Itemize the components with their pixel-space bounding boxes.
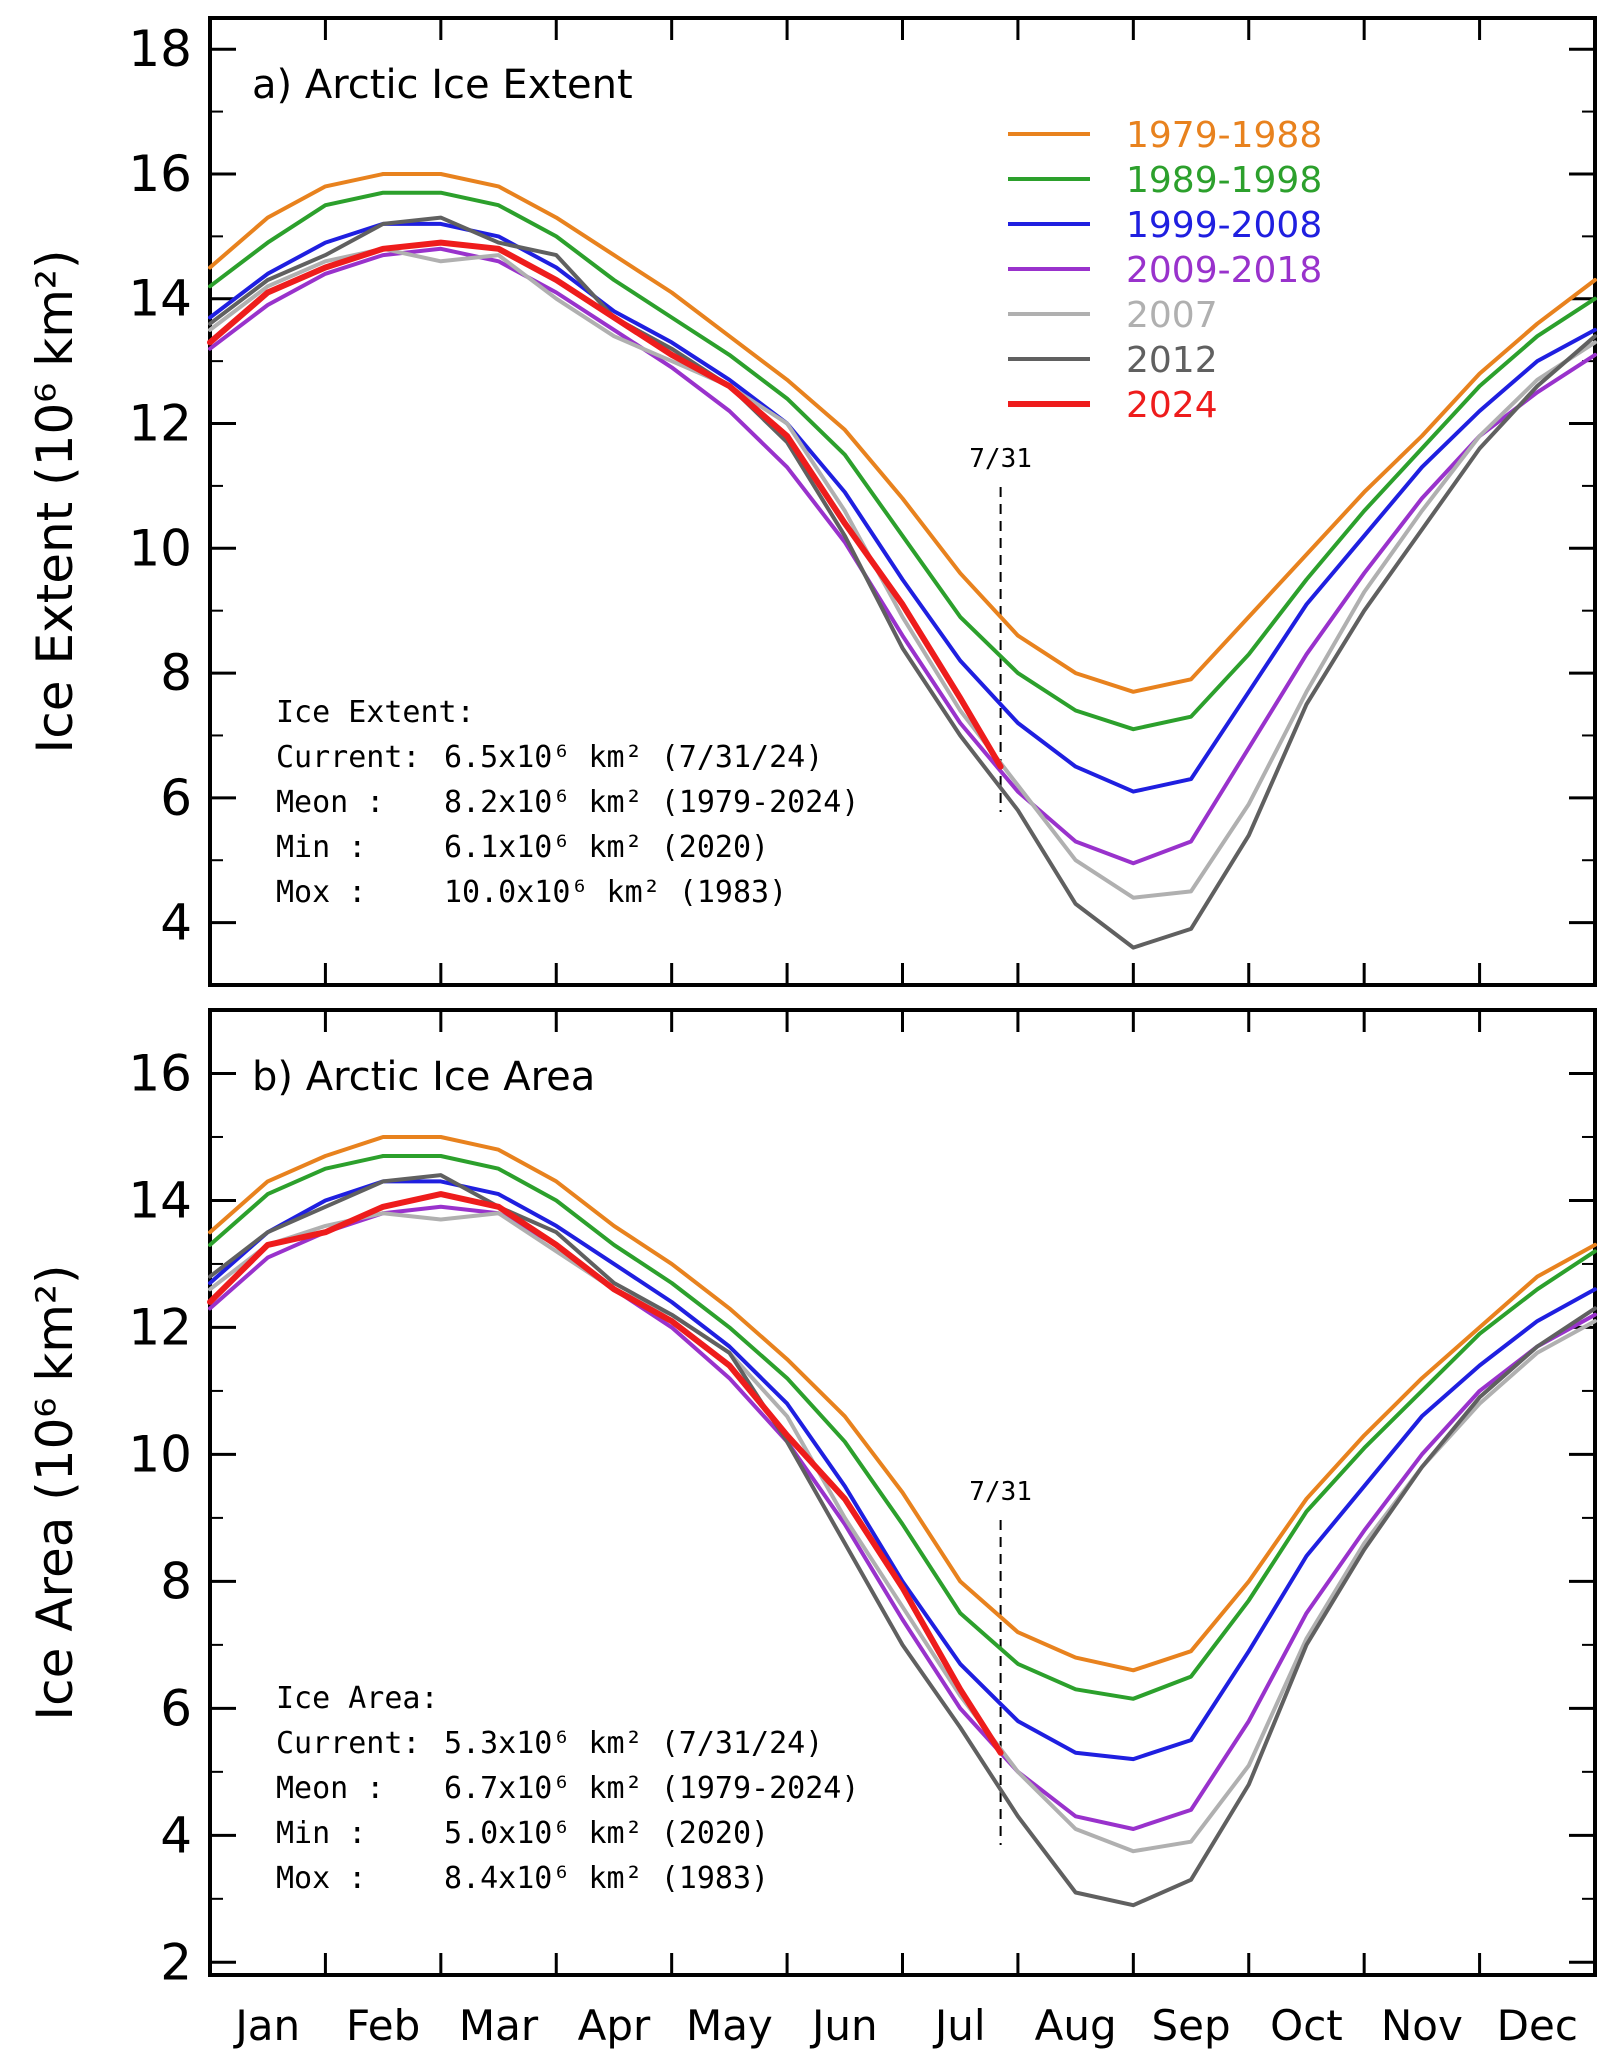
y-tick-label: 12 xyxy=(128,395,192,453)
y-tick-label: 6 xyxy=(160,769,192,827)
series-line-2007 xyxy=(208,246,1597,900)
series-line-2024 xyxy=(207,1191,1004,1756)
series-line-1979-1988 xyxy=(208,172,1597,694)
x-tick-label: Feb xyxy=(346,2001,420,2050)
x-tick-label: Apr xyxy=(578,2001,651,2050)
x-tick-label: Jun xyxy=(809,2001,878,2050)
stats-value: 8.2x10⁶ km² (1979-2024) xyxy=(444,785,859,820)
stats-value: 5.0x10⁶ km² (2020) xyxy=(444,1816,769,1851)
stats-value: 8.4x10⁶ km² (1983) xyxy=(444,1861,769,1896)
y-tick-label: 6 xyxy=(160,1679,192,1737)
legend-label-2024: 2024 xyxy=(1126,385,1218,426)
x-tick-label: Aug xyxy=(1035,2001,1117,2050)
y-tick-label: 8 xyxy=(160,644,192,702)
series-line-2024 xyxy=(207,239,1004,770)
stats-label: Meon : xyxy=(276,1771,384,1806)
legend-label-1979-1988: 1979-1988 xyxy=(1126,115,1322,156)
x-tick-label: Dec xyxy=(1497,2001,1578,2050)
stats-label: Current: xyxy=(276,740,421,775)
series-line-2007 xyxy=(208,1211,1597,1854)
y-tick-label: 4 xyxy=(160,894,192,952)
y-axis-label: Ice Extent (10⁶ km²) xyxy=(26,250,84,754)
series-line-2012 xyxy=(208,215,1597,950)
y-tick-label: 12 xyxy=(128,1298,192,1356)
stats-value: 6.7x10⁶ km² (1979-2024) xyxy=(444,1771,859,1806)
x-tick-label: Jan xyxy=(232,2001,300,2050)
legend-label-1999-2008: 1999-2008 xyxy=(1126,205,1322,246)
legend-label-2012: 2012 xyxy=(1126,340,1218,381)
y-axis-label: Ice Area (10⁶ km²) xyxy=(26,1264,84,1720)
stats-label: Min : xyxy=(276,1816,366,1851)
series-line-2009-2018 xyxy=(208,1204,1597,1831)
y-tick-label: 16 xyxy=(128,145,192,203)
stats-label: Current: xyxy=(276,1726,421,1761)
x-tick-label: May xyxy=(686,2001,773,2050)
stats-value: 5.3x10⁶ km² (7/31/24) xyxy=(444,1726,823,1761)
series-line-2009-2018 xyxy=(208,246,1597,866)
legend: 1979-19881989-19981999-20082009-20182007… xyxy=(1008,115,1322,426)
stats-label: Mox : xyxy=(276,875,366,910)
stats-label: Mox : xyxy=(276,1861,366,1896)
y-tick-label: 4 xyxy=(160,1806,192,1864)
stats-heading: Ice Area: xyxy=(276,1681,439,1716)
series-line-1999-2008 xyxy=(208,221,1597,794)
panel-extent: 4 6 8 10 12 14 16 18 Ice Extent (10⁶ km²) a) Arct… xyxy=(26,16,1597,987)
x-tick-label: Nov xyxy=(1381,2001,1463,2050)
panel-title: b) Arctic Ice Area xyxy=(252,1054,595,1100)
x-tick-label: Mar xyxy=(459,2001,539,2050)
stats-label: Meon : xyxy=(276,785,384,820)
stats-value: 6.1x10⁶ km² (2020) xyxy=(444,830,769,865)
stats-label: Min : xyxy=(276,830,366,865)
stats-value: 6.5x10⁶ km² (7/31/24) xyxy=(444,740,823,775)
y-tick-label: 10 xyxy=(128,519,192,577)
series-line-1999-2008 xyxy=(208,1179,1597,1762)
series-line-2012 xyxy=(208,1173,1597,1908)
x-tick-label: Sep xyxy=(1151,2001,1230,2050)
y-tick-label: 14 xyxy=(128,1171,192,1229)
legend-label-1989-1998: 1989-1998 xyxy=(1126,160,1322,201)
y-tick-label: 14 xyxy=(128,270,192,328)
series-line-1989-1998 xyxy=(208,1154,1597,1701)
stats-heading: Ice Extent: xyxy=(276,695,475,730)
x-tick-label: Oct xyxy=(1270,2001,1343,2050)
legend-label-2009-2018: 2009-2018 xyxy=(1126,250,1322,291)
legend-label-2007: 2007 xyxy=(1126,295,1218,336)
panel-title: a) Arctic Ice Extent xyxy=(252,62,633,108)
y-tick-label: 18 xyxy=(128,20,192,78)
panel-area: 2 4 6 8 10 12 14 16 Ice Area (10⁶ km²) b) Arctic … xyxy=(26,1008,1597,2050)
stats-value: 10.0x10⁶ km² (1983) xyxy=(444,875,787,910)
y-tick-label: 8 xyxy=(160,1552,192,1610)
series-line-1989-1998 xyxy=(208,190,1597,732)
date-marker-label: 7/31 xyxy=(969,444,1032,474)
y-tick-label: 10 xyxy=(128,1425,192,1483)
x-tick-label: Jul xyxy=(932,2001,986,2050)
series-line-1979-1988 xyxy=(208,1135,1597,1673)
y-tick-label: 16 xyxy=(128,1044,192,1102)
date-marker-label: 7/31 xyxy=(969,1477,1032,1507)
y-tick-label: 2 xyxy=(160,1933,192,1991)
